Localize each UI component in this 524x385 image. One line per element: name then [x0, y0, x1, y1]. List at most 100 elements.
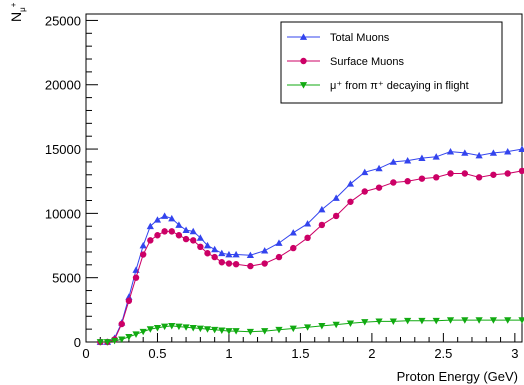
legend-label: Surface Muons — [330, 56, 404, 68]
data-point — [203, 241, 212, 249]
data-point — [197, 243, 204, 251]
data-point — [375, 184, 383, 191]
data-point — [161, 228, 168, 235]
data-point — [404, 317, 412, 325]
data-point — [418, 317, 426, 325]
data-point — [246, 251, 254, 259]
data-point — [447, 170, 454, 177]
data-point — [361, 188, 368, 195]
data-point — [433, 174, 440, 181]
data-point — [103, 339, 112, 346]
data-point — [504, 170, 511, 177]
series-line — [100, 170, 523, 343]
data-point — [332, 321, 340, 329]
data-point — [118, 336, 126, 344]
data-point — [418, 175, 426, 182]
y-tick-label: 0 — [74, 335, 81, 350]
data-point — [168, 214, 176, 222]
data-point — [404, 178, 411, 185]
data-point — [190, 237, 197, 244]
y-tick-label: 10000 — [45, 206, 81, 221]
legend-swatch-marker — [299, 33, 308, 40]
series-layer — [96, 145, 524, 346]
legend-label: Total Muons — [330, 32, 390, 44]
data-point — [275, 239, 283, 246]
data-point — [247, 262, 254, 270]
legend-entries: Total Muons Surface Muons μ⁺ from π⁺ decay… — [287, 32, 469, 92]
legend-entry: Total Muons — [287, 32, 390, 44]
data-point — [132, 274, 140, 281]
data-point — [132, 331, 140, 338]
data-point — [346, 180, 355, 187]
data-point — [504, 317, 512, 324]
data-point — [318, 323, 326, 330]
data-point — [139, 241, 147, 249]
legend-entry: μ⁺ from π⁺ decaying in flight — [287, 80, 469, 92]
data-point — [110, 337, 119, 345]
x-tick-label: 1.5 — [291, 346, 309, 361]
data-point — [182, 226, 190, 233]
data-point — [232, 328, 240, 335]
data-point — [203, 326, 212, 333]
x-tick-label: 0.5 — [148, 346, 166, 361]
data-point — [275, 253, 283, 261]
data-point — [489, 317, 498, 324]
data-point — [211, 245, 219, 253]
data-point — [290, 244, 297, 252]
data-point — [125, 297, 133, 305]
y-tick-label: 5000 — [52, 271, 81, 286]
y-axis-label: Nμ+ — [8, 2, 27, 22]
data-point — [175, 221, 183, 228]
data-point — [153, 324, 162, 332]
series-line — [100, 319, 522, 343]
data-point — [446, 148, 455, 155]
data-point — [432, 153, 440, 160]
y-axis-label-sup: + — [9, 2, 18, 7]
y-axis-label-main: N — [8, 12, 24, 22]
x-tick-label: 1 — [225, 346, 232, 361]
data-point — [289, 229, 297, 236]
x-tick-label: 2 — [368, 346, 375, 361]
data-point — [332, 194, 340, 201]
series-line — [100, 148, 523, 343]
x-tick-label: 0 — [82, 346, 89, 361]
series-2 — [96, 317, 524, 346]
data-point — [361, 168, 369, 176]
x-tick-label: 2.5 — [434, 346, 452, 361]
data-point — [304, 234, 311, 242]
data-point — [375, 164, 383, 172]
data-point — [404, 157, 412, 164]
data-point — [168, 228, 175, 235]
data-point — [118, 320, 125, 328]
data-point — [375, 318, 383, 326]
data-point — [211, 326, 219, 334]
data-point — [175, 323, 183, 331]
data-point — [275, 326, 283, 334]
data-point — [161, 212, 169, 219]
data-point — [218, 327, 226, 335]
x-axis-label: Proton Energy (GeV) — [397, 369, 518, 384]
data-point — [182, 324, 190, 331]
data-point — [289, 325, 297, 333]
data-point — [518, 317, 524, 324]
data-point — [389, 318, 397, 326]
data-point — [261, 328, 269, 335]
data-point — [182, 235, 190, 243]
data-point — [146, 326, 154, 333]
data-point — [303, 324, 312, 331]
data-point — [461, 170, 469, 177]
data-point — [246, 328, 254, 336]
data-point — [389, 158, 397, 165]
data-point — [146, 222, 154, 230]
data-point — [489, 149, 498, 156]
data-point — [461, 317, 469, 324]
data-point — [303, 220, 312, 227]
data-point — [225, 260, 233, 267]
legend: Total Muons Surface Muons μ⁺ from π⁺ decay… — [280, 21, 503, 104]
data-point — [196, 325, 204, 333]
data-point — [418, 154, 426, 161]
data-point — [225, 328, 233, 335]
data-point — [218, 249, 226, 257]
data-point — [161, 323, 169, 331]
legend-box — [280, 21, 503, 104]
